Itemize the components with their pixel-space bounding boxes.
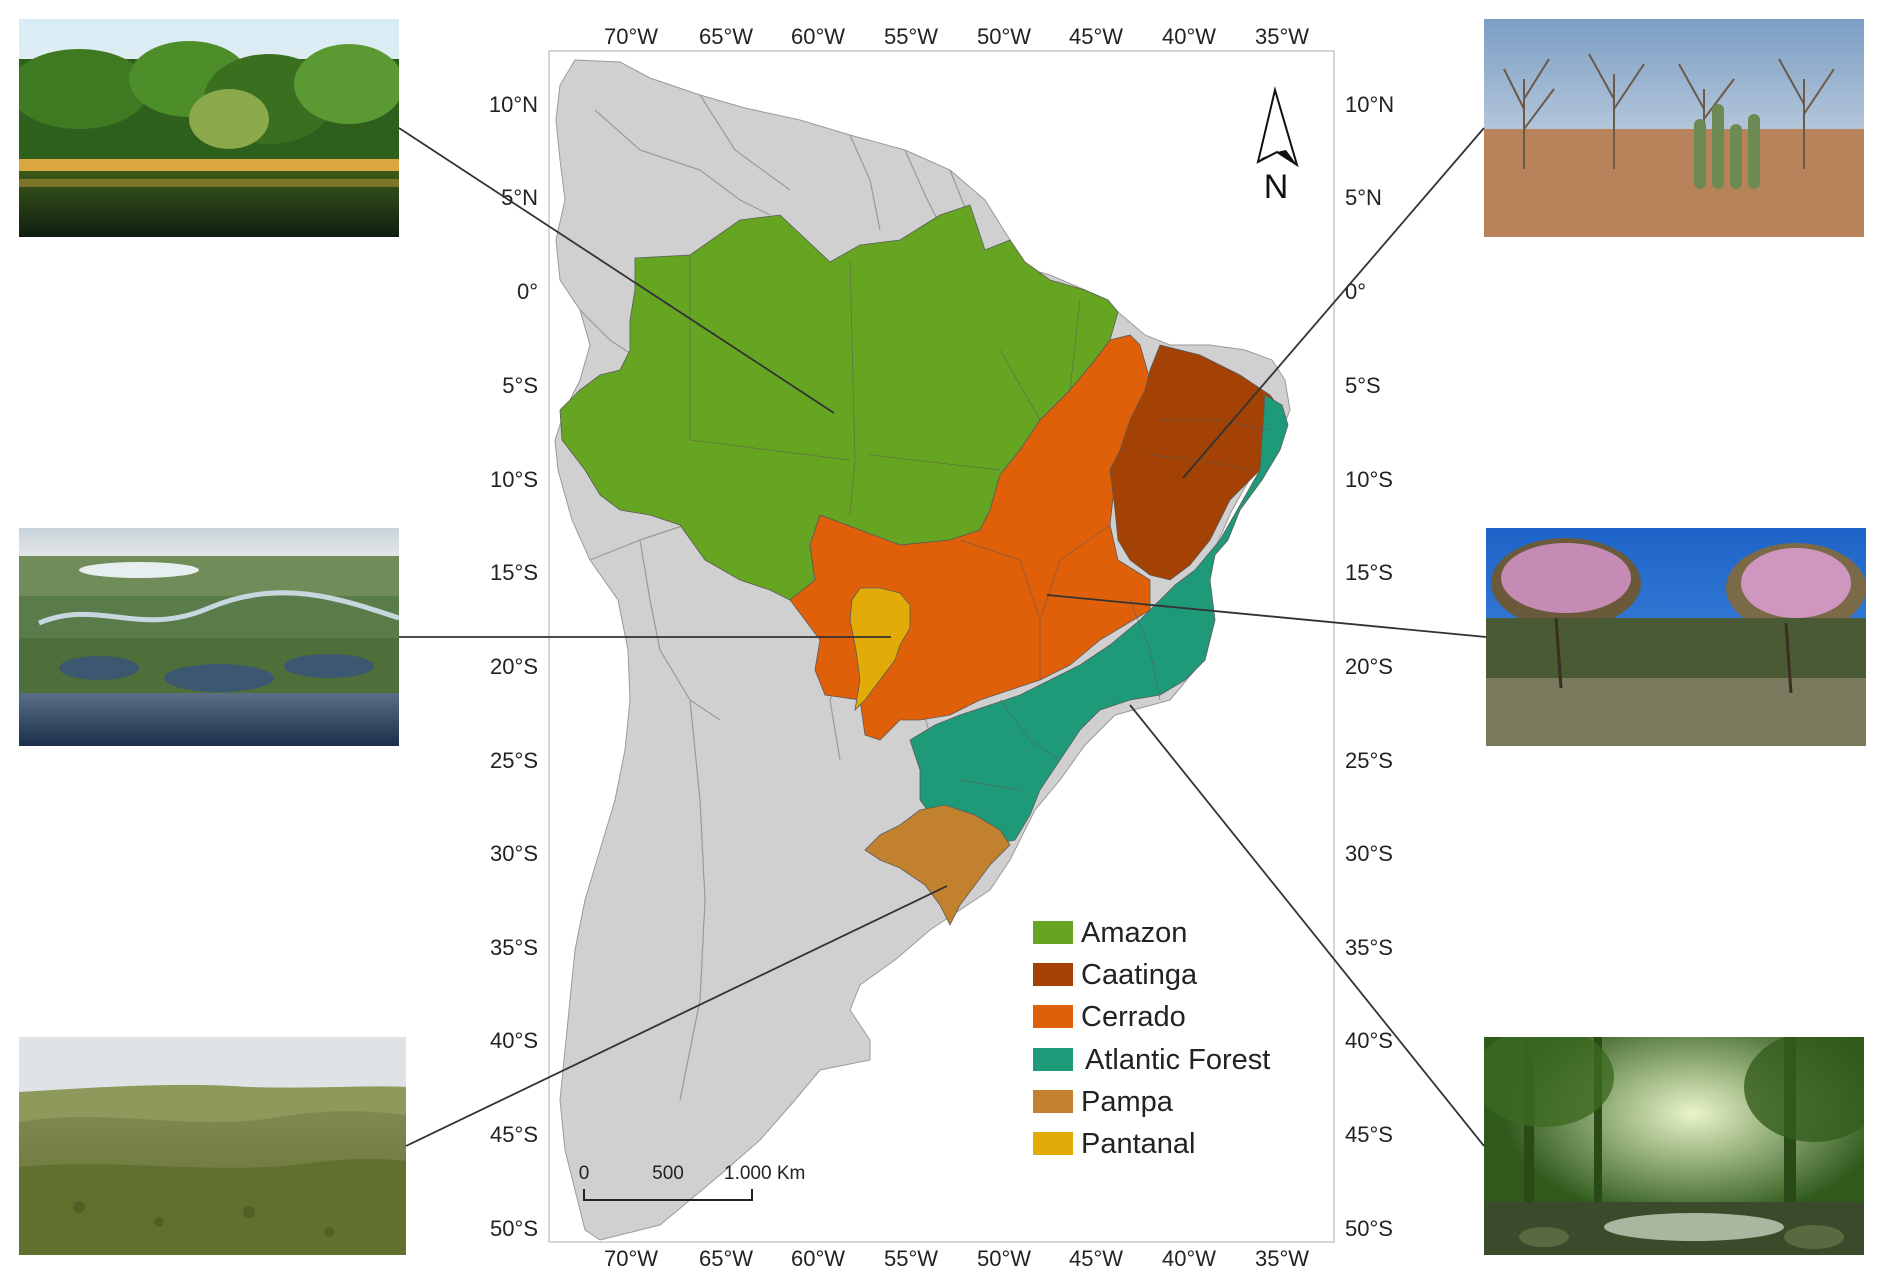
- state-borders: [689, 255, 1271, 791]
- scale-bar-line: [583, 1189, 753, 1201]
- lon-label-bottom: 60°W: [791, 1246, 845, 1271]
- lat-label-right: 10°S: [1345, 467, 1393, 492]
- lon-label-top: 70°W: [604, 24, 658, 49]
- photo-atlantic-forest: [1484, 1037, 1864, 1255]
- lat-label-right: 40°S: [1345, 1028, 1393, 1053]
- lat-label-left: 40°S: [490, 1028, 538, 1053]
- lon-label-bottom: 70°W: [604, 1246, 658, 1271]
- lon-label-top: 50°W: [977, 24, 1031, 49]
- scale-label-mid: 500: [652, 1163, 684, 1184]
- scale-label-end: 1.000 Km: [724, 1163, 805, 1184]
- latitude-right-labels: 10°N 5°N 0° 5°S 10°S 15°S 20°S 25°S 30°S…: [1345, 92, 1394, 1241]
- scale-bar: 0 500 1.000 Km: [579, 1163, 805, 1201]
- lat-label-left: 35°S: [490, 935, 538, 960]
- legend-swatch-amazon: [1033, 921, 1073, 944]
- legend-swatch-caatinga: [1033, 963, 1073, 986]
- biome-pantanal-region: [849, 587, 911, 712]
- lon-label-top: 45°W: [1069, 24, 1123, 49]
- north-label: N: [1264, 168, 1289, 206]
- photo-pantanal: [19, 528, 399, 746]
- brazil-biomes: [559, 204, 1289, 926]
- lat-label-right: 20°S: [1345, 654, 1393, 679]
- legend-label-amazon: Amazon: [1081, 917, 1187, 949]
- legend-label-pampa: Pampa: [1081, 1086, 1174, 1118]
- leader-line-atlantic-forest: [1129, 704, 1485, 1147]
- leader-line-amazon: [398, 127, 835, 414]
- lat-label-right: 5°N: [1345, 185, 1382, 210]
- lat-label-left: 0°: [517, 279, 538, 304]
- lat-label-left: 25°S: [490, 748, 538, 773]
- lat-label-right: 15°S: [1345, 560, 1393, 585]
- legend: Amazon Caatinga Cerrado Atlantic Forest …: [1033, 917, 1270, 1160]
- longitude-top-labels: 70°W 65°W 60°W 55°W 50°W 45°W 40°W 35°W: [604, 24, 1309, 49]
- legend-label-atlantic-forest: Atlantic Forest: [1085, 1044, 1270, 1076]
- lat-label-left: 15°S: [490, 560, 538, 585]
- scale-label-zero: 0: [579, 1163, 590, 1184]
- lon-label-bottom: 35°W: [1255, 1246, 1309, 1271]
- leader-line-cerrado: [1046, 594, 1487, 638]
- photo-caatinga: [1484, 19, 1864, 237]
- photo-cerrado: [1486, 528, 1866, 746]
- lon-label-top: 60°W: [791, 24, 845, 49]
- lon-label-top: 65°W: [699, 24, 753, 49]
- lon-label-bottom: 40°W: [1162, 1246, 1216, 1271]
- lat-label-right: 35°S: [1345, 935, 1393, 960]
- legend-swatch-pampa: [1033, 1090, 1073, 1113]
- lat-label-right: 50°S: [1345, 1216, 1393, 1241]
- lat-label-right: 30°S: [1345, 841, 1393, 866]
- photo-pampa: [19, 1037, 406, 1255]
- lat-label-left: 5°N: [501, 185, 538, 210]
- lat-label-right: 5°S: [1345, 373, 1381, 398]
- lon-label-top: 35°W: [1255, 24, 1309, 49]
- latitude-left-labels: 10°N 5°N 0° 5°S 10°S 15°S 20°S 25°S 30°S…: [489, 92, 538, 1241]
- lon-label-top: 55°W: [884, 24, 938, 49]
- map-panel: 70°W 65°W 60°W 55°W 50°W 45°W 40°W 35°W …: [489, 24, 1394, 1271]
- lon-label-bottom: 65°W: [699, 1246, 753, 1271]
- lat-label-right: 45°S: [1345, 1122, 1393, 1147]
- legend-label-cerrado: Cerrado: [1081, 1001, 1186, 1033]
- longitude-bottom-labels: 70°W 65°W 60°W 55°W 50°W 45°W 40°W 35°W: [604, 1246, 1309, 1271]
- lon-label-bottom: 50°W: [977, 1246, 1031, 1271]
- leader-line-pampa: [405, 885, 948, 1147]
- legend-swatch-pantanal: [1033, 1132, 1073, 1155]
- lat-label-left: 50°S: [490, 1216, 538, 1241]
- lon-label-bottom: 55°W: [884, 1246, 938, 1271]
- lat-label-left: 45°S: [490, 1122, 538, 1147]
- lat-label-left: 10°S: [490, 467, 538, 492]
- legend-swatch-atlantic-forest: [1033, 1048, 1073, 1071]
- lon-label-bottom: 45°W: [1069, 1246, 1123, 1271]
- north-arrow: N: [1256, 86, 1299, 206]
- lat-label-left: 5°S: [502, 373, 538, 398]
- legend-swatch-cerrado: [1033, 1005, 1073, 1028]
- leader-line-caatinga: [1182, 127, 1485, 479]
- lat-label-right: 0°: [1345, 279, 1366, 304]
- lat-label-left: 30°S: [490, 841, 538, 866]
- lat-label-left: 20°S: [490, 654, 538, 679]
- legend-label-caatinga: Caatinga: [1081, 959, 1198, 991]
- map-frame: [548, 50, 1335, 1243]
- lat-label-right: 25°S: [1345, 748, 1393, 773]
- lon-label-top: 40°W: [1162, 24, 1216, 49]
- legend-label-pantanal: Pantanal: [1081, 1128, 1196, 1160]
- biome-pampa-region: [864, 804, 1011, 926]
- leader-lines: [398, 127, 1487, 1147]
- lat-label-right: 10°N: [1345, 92, 1394, 117]
- lat-label-left: 10°N: [489, 92, 538, 117]
- photo-amazon: [19, 19, 399, 237]
